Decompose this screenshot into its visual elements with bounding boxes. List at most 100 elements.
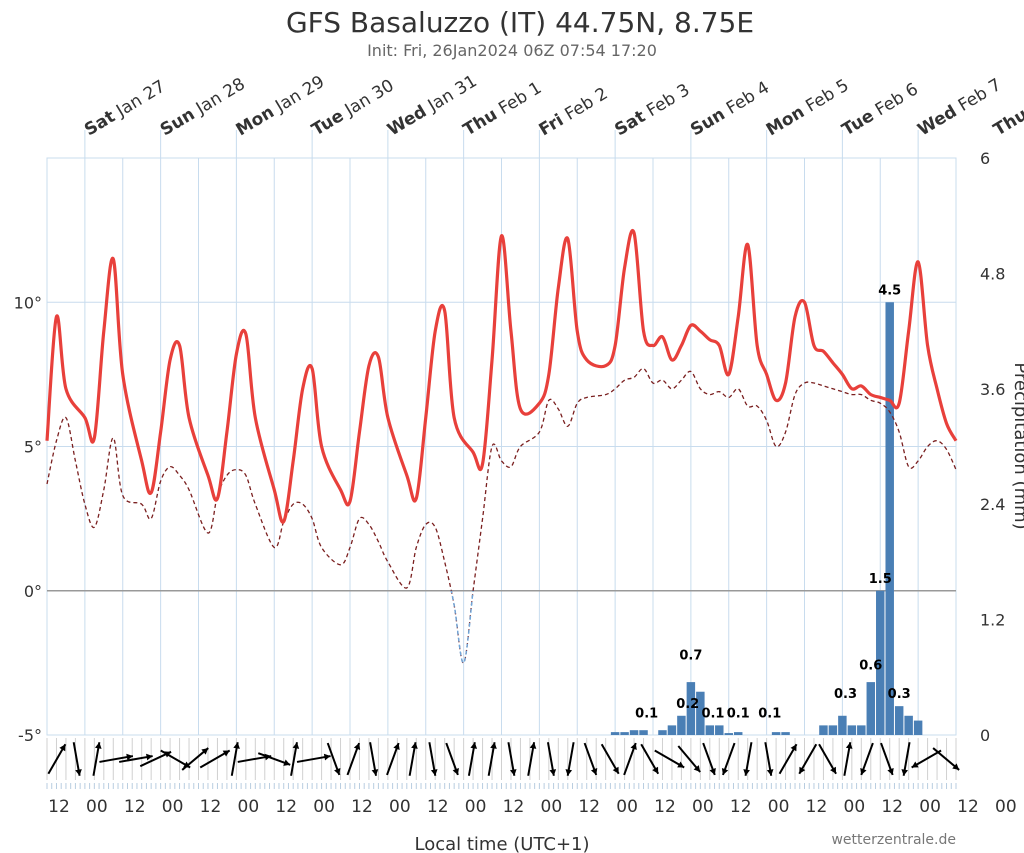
precipitation-axis-title: Precipitation (mm) [1010, 362, 1024, 529]
precipitation-value-label: 0.1 [758, 706, 781, 721]
day-label: Fri Feb 2 [536, 84, 612, 141]
precipitation-value-label: 0.7 [679, 649, 702, 664]
temperature-curve [45, 229, 958, 524]
time-tick-label: 00 [692, 797, 714, 817]
time-tick-label: 12 [503, 797, 525, 817]
wind-arrow [199, 749, 231, 769]
day-date: Feb 5 [798, 76, 853, 120]
precipitation-bar [885, 302, 894, 735]
wind-arrows [46, 738, 960, 789]
temperature-tick-label: 10° [14, 293, 42, 312]
time-tick-label: 00 [86, 797, 108, 817]
time-tick-label: 12 [48, 797, 70, 817]
wind-arrow [654, 749, 685, 769]
wind-arrow [583, 742, 598, 776]
wind-arrow [346, 742, 361, 776]
time-tick-label: 00 [768, 797, 790, 817]
precipitation-bar [677, 715, 686, 735]
time-tick-label: 12 [124, 797, 146, 817]
chart-title: GFS Basaluzzo (IT) 44.75N, 8.75E [286, 6, 754, 39]
time-tick-label: 12 [275, 797, 297, 817]
precipitation-bar [838, 715, 847, 735]
wind-arrow [677, 745, 701, 773]
wind-arrow [911, 749, 942, 769]
wind-arrow [721, 742, 736, 776]
wind-arrow [290, 742, 300, 776]
wind-arrow [546, 742, 557, 776]
time-tick-label: 12 [654, 797, 676, 817]
wind-arrow [47, 743, 67, 775]
dewpoint-subzero-curve [450, 590, 474, 664]
temperature-axis: -5° 0° 5° 10° [14, 293, 42, 745]
wind-arrow [230, 742, 240, 776]
time-tick-label: 12 [351, 797, 373, 817]
precipitation-axis: 0 1.2 2.4 3.6 4.8 6 [980, 149, 1005, 745]
day-date: Feb 2 [557, 84, 612, 128]
precipitation-bar [715, 725, 724, 735]
temperature-tick-label: -5° [18, 726, 42, 745]
temperature-tick-label: 5° [24, 438, 42, 457]
precipitation-bar [733, 732, 743, 735]
dewpoint-line [46, 367, 957, 664]
day-date: Jan 27 [108, 77, 169, 124]
wind-arrow [764, 742, 774, 776]
precipitation-bar [828, 725, 838, 735]
credit-label: wetterzentrale.de [831, 832, 956, 848]
day-date: Jan 30 [337, 76, 398, 123]
time-tick-label: 12 [427, 797, 449, 817]
precipitation-bar [620, 732, 629, 735]
wind-arrow [467, 742, 478, 776]
day-date: Feb 4 [718, 78, 773, 122]
wind-arrow [296, 753, 331, 763]
precipitation-bar [771, 732, 781, 735]
day-label: Sun Jan 28 [157, 74, 249, 140]
precipitation-bar [904, 715, 913, 735]
precipitation-bar [857, 725, 866, 735]
precipitation-tick-label: 2.4 [980, 495, 1005, 514]
wind-arrow [326, 742, 341, 776]
wind-arrow [818, 743, 837, 775]
wind-arrow [640, 743, 660, 775]
wind-arrow [487, 742, 497, 776]
day-date: Feb 3 [639, 80, 694, 124]
wind-arrow [99, 753, 134, 763]
precipitation-tick-label: 3.6 [980, 380, 1005, 399]
day-date: Jan 31 [420, 71, 481, 118]
chart-subtitle: Init: Fri, 26Jan2024 06Z 07:54 17:20 [367, 41, 657, 60]
precipitation-bar [913, 720, 923, 735]
x-tick-labels: 12 00 12 00 12 00 12 00 12 00 12 00 12 00 12 00 12 00 12 00… [48, 797, 1017, 817]
wind-arrow [72, 742, 82, 776]
wind-arrow [743, 742, 753, 776]
precipitation-bar [705, 725, 715, 735]
precipitation-bar [629, 730, 639, 735]
temperature-line [45, 229, 958, 524]
day-date: Feb 7 [950, 75, 1005, 119]
wind-arrow [428, 742, 438, 776]
precipitation-bar [781, 732, 790, 735]
precipitation-bar [894, 706, 904, 735]
time-tick-label: 00 [616, 797, 638, 817]
precipitation-value-label: 0.3 [888, 687, 911, 702]
time-tick-label: 12 [806, 797, 828, 817]
wind-arrow [565, 742, 575, 776]
wind-arrow [778, 743, 798, 775]
wind-arrow [932, 747, 960, 771]
precipitation-bar [658, 730, 667, 735]
wind-arrow [257, 752, 291, 766]
day-label: Sat Feb 3 [611, 80, 693, 140]
day-date: Jan 28 [188, 74, 249, 121]
day-date: Jan 29 [268, 72, 329, 119]
wind-arrow [408, 742, 418, 776]
time-tick-label: 00 [919, 797, 941, 817]
precipitation-tick-label: 6 [980, 149, 990, 168]
wind-arrow [527, 742, 537, 776]
precipitation-bar [876, 590, 885, 735]
wind-arrow [386, 742, 400, 776]
precipitation-bar [819, 725, 828, 735]
day-label: Mon Feb 5 [763, 76, 853, 141]
precipitation-bar [639, 730, 648, 735]
wind-arrow [702, 742, 716, 776]
precipitation-tick-label: 1.2 [980, 611, 1005, 630]
precipitation-value-label: 0.3 [834, 687, 857, 702]
